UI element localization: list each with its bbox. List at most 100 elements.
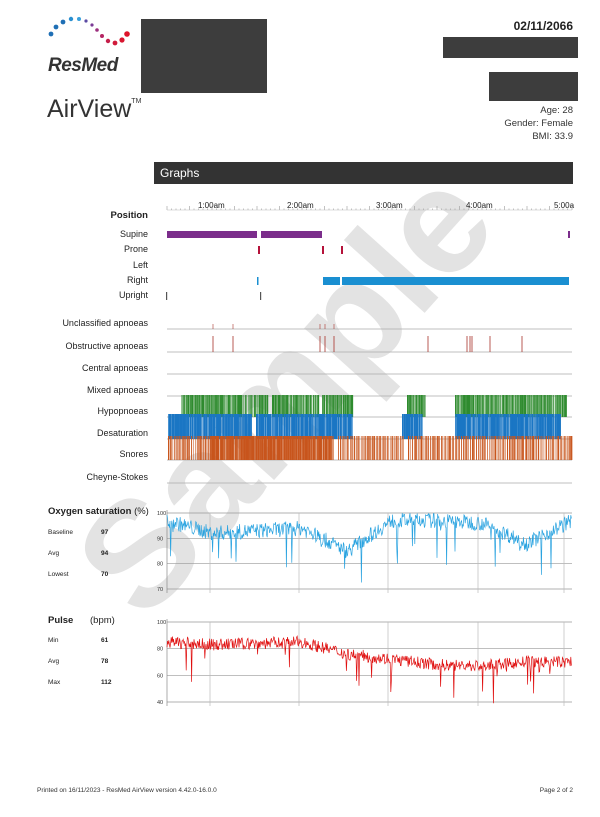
desaturation-mark [514, 414, 517, 439]
desaturation-mark [531, 414, 532, 439]
snore-mark [226, 436, 228, 460]
hypopnoea-mark [561, 395, 563, 417]
hypopnoea-mark [503, 395, 505, 417]
snore-mark [525, 436, 526, 460]
snore-mark [179, 436, 181, 460]
snore-mark [428, 436, 430, 460]
hypopnoea-mark [413, 395, 414, 417]
snore-mark [350, 436, 351, 460]
snore-mark [333, 436, 334, 460]
desaturation-mark [464, 414, 466, 439]
desaturation-mark [461, 414, 464, 439]
desaturation-mark [346, 414, 348, 439]
desaturation-mark [332, 414, 334, 439]
snore-mark [468, 436, 470, 460]
hypopnoea-mark [259, 395, 261, 417]
desaturation-mark [348, 414, 351, 439]
desaturation-mark [455, 414, 457, 439]
hypopnoea-mark [296, 395, 298, 417]
desaturation-mark [229, 414, 230, 439]
desaturation-mark [220, 414, 222, 439]
snore-mark [459, 436, 460, 460]
desaturation-mark [512, 414, 514, 439]
desaturation-mark [475, 414, 477, 439]
snore-mark [311, 436, 313, 460]
snore-mark [331, 436, 332, 460]
hypopnoea-mark [539, 395, 541, 417]
hypopnoea-mark [479, 395, 481, 417]
snore-mark [494, 436, 496, 460]
hypopnoea-mark [309, 395, 310, 417]
desaturation-mark [236, 414, 238, 439]
snore-mark [411, 436, 413, 460]
desaturation-mark [413, 414, 416, 439]
desaturation-mark [487, 414, 488, 439]
snore-mark [384, 436, 385, 460]
pulse-stat-value: 112 [101, 679, 112, 686]
event-label: Mixed apnoeas [86, 385, 148, 395]
hypopnoea-mark [227, 395, 228, 417]
hypopnoea-mark [500, 395, 501, 417]
snore-mark [298, 436, 300, 460]
desaturation-mark [341, 414, 343, 439]
snore-mark [272, 436, 274, 460]
desaturation-mark [544, 414, 547, 439]
desaturation-mark [231, 414, 233, 439]
desaturation-mark [211, 414, 213, 439]
snore-mark [264, 436, 266, 460]
hypopnoea-mark [249, 395, 251, 417]
hypopnoea-mark [342, 395, 345, 417]
snore-mark [315, 436, 317, 460]
hypopnoea-mark [505, 395, 507, 417]
desaturation-mark [498, 414, 500, 439]
snore-mark [351, 436, 353, 460]
desaturation-mark [519, 414, 521, 439]
event-label: Obstructive apnoeas [65, 341, 148, 351]
snore-mark [251, 436, 253, 460]
desaturation-mark [226, 414, 228, 439]
desaturation-mark [303, 414, 305, 439]
hypopnoea-mark [294, 395, 296, 417]
desaturation-mark [340, 414, 342, 439]
desaturation-mark [174, 414, 176, 439]
hypopnoea-mark [198, 395, 199, 417]
desaturation-mark [551, 414, 553, 439]
snore-mark [319, 436, 321, 460]
desaturation-mark [278, 414, 281, 439]
hypopnoea-mark [527, 395, 528, 417]
time-axis-label: 2:00am [287, 201, 314, 210]
snore-mark [493, 436, 495, 460]
desaturation-mark [517, 414, 518, 439]
hypopnoea-mark [322, 395, 323, 417]
hypopnoea-mark [496, 395, 498, 417]
hypopnoea-mark [524, 395, 527, 417]
hypopnoea-mark [193, 395, 194, 417]
desaturation-mark [267, 414, 269, 439]
desaturation-mark [320, 414, 322, 439]
hypopnoea-mark [262, 395, 264, 417]
desaturation-mark [169, 414, 172, 439]
snore-mark [365, 436, 367, 460]
snore-mark [359, 436, 361, 460]
hypopnoea-mark [258, 395, 260, 417]
hypopnoea-mark [263, 395, 264, 417]
prone-mark [322, 246, 324, 254]
upright-mark [166, 292, 168, 300]
snore-mark [216, 436, 218, 460]
hypopnoea-mark [312, 395, 314, 417]
desaturation-mark [290, 414, 292, 439]
desaturation-mark [215, 414, 217, 439]
snore-mark [231, 436, 233, 460]
snore-mark [435, 436, 437, 460]
snore-mark [400, 436, 401, 460]
hypopnoea-mark [344, 395, 346, 417]
hypopnoea-mark [255, 395, 257, 417]
hypopnoea-mark [238, 395, 240, 417]
hypopnoea-mark [295, 395, 298, 417]
snore-mark [303, 436, 305, 460]
snore-mark [285, 436, 287, 460]
snore-mark [571, 436, 573, 460]
desaturation-mark [543, 414, 544, 439]
snore-mark [293, 436, 295, 460]
desaturation-mark [525, 414, 527, 439]
